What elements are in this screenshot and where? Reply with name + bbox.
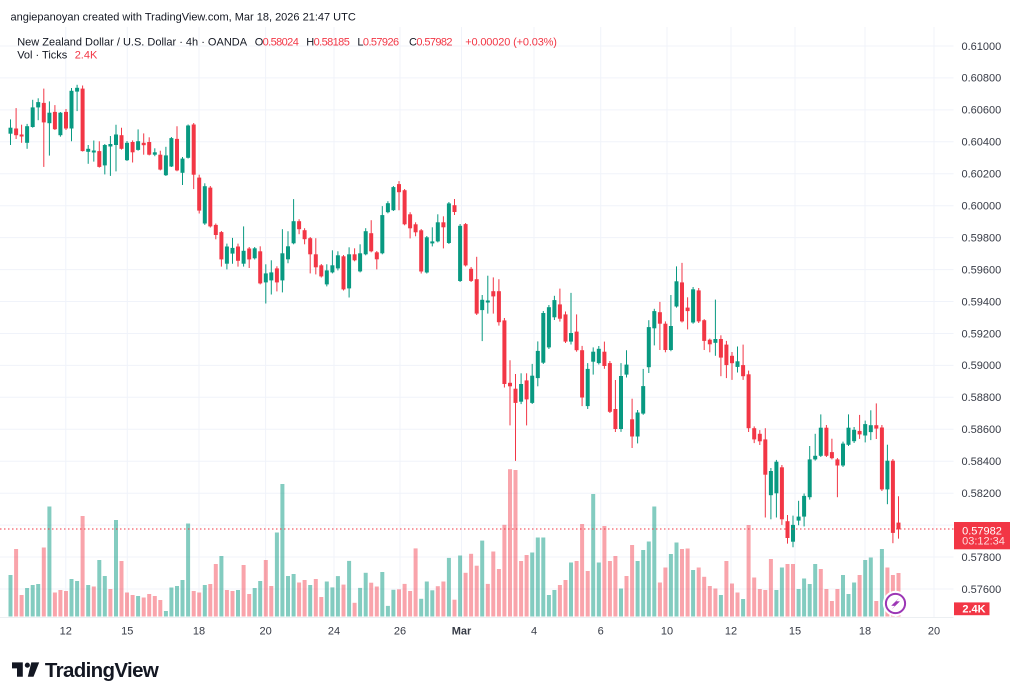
svg-text:0.59200: 0.59200	[962, 328, 1002, 340]
svg-text:26: 26	[394, 626, 406, 638]
svg-text:18: 18	[193, 626, 205, 638]
svg-text:20: 20	[928, 626, 940, 638]
svg-text:0.57800: 0.57800	[962, 552, 1002, 564]
svg-text:03:12:34: 03:12:34	[962, 536, 1005, 548]
svg-text:angiepanoyan created with Trad: angiepanoyan created with TradingView.co…	[11, 11, 356, 23]
svg-text:12: 12	[60, 626, 72, 638]
svg-text:4: 4	[531, 626, 537, 638]
svg-text:10: 10	[661, 626, 673, 638]
svg-text:0.59000: 0.59000	[962, 360, 1002, 372]
svg-text:0.60800: 0.60800	[962, 73, 1002, 85]
svg-text:6: 6	[598, 626, 604, 638]
svg-text:12: 12	[725, 626, 737, 638]
svg-text:0.59400: 0.59400	[962, 296, 1002, 308]
svg-text:0.60000: 0.60000	[962, 201, 1002, 213]
svg-text:Mar: Mar	[452, 626, 472, 638]
svg-text:0.59800: 0.59800	[962, 232, 1002, 244]
svg-text:20: 20	[259, 626, 271, 638]
svg-text:0.58800: 0.58800	[962, 392, 1002, 404]
svg-text:0.60200: 0.60200	[962, 169, 1002, 181]
svg-text:Vol · Ticks 2.4K: Vol · Ticks 2.4K	[17, 50, 98, 62]
svg-text:15: 15	[121, 626, 133, 638]
svg-text:TradingView: TradingView	[45, 659, 159, 682]
svg-text:New Zealand Dollar / U.S. Doll: New Zealand Dollar / U.S. Dollar · 4h · …	[17, 37, 557, 49]
svg-text:0.58400: 0.58400	[962, 456, 1002, 468]
svg-text:0.58200: 0.58200	[962, 488, 1002, 500]
svg-text:2.4K: 2.4K	[962, 604, 985, 616]
svg-text:0.59600: 0.59600	[962, 264, 1002, 276]
svg-text:0.57982: 0.57982	[962, 525, 1002, 537]
svg-text:0.60400: 0.60400	[962, 137, 1002, 149]
svg-text:15: 15	[789, 626, 801, 638]
svg-text:18: 18	[859, 626, 871, 638]
svg-text:24: 24	[328, 626, 340, 638]
svg-text:0.57600: 0.57600	[962, 584, 1002, 596]
svg-text:0.60600: 0.60600	[962, 105, 1002, 117]
svg-text:0.61000: 0.61000	[962, 41, 1002, 53]
svg-text:0.58600: 0.58600	[962, 424, 1002, 436]
